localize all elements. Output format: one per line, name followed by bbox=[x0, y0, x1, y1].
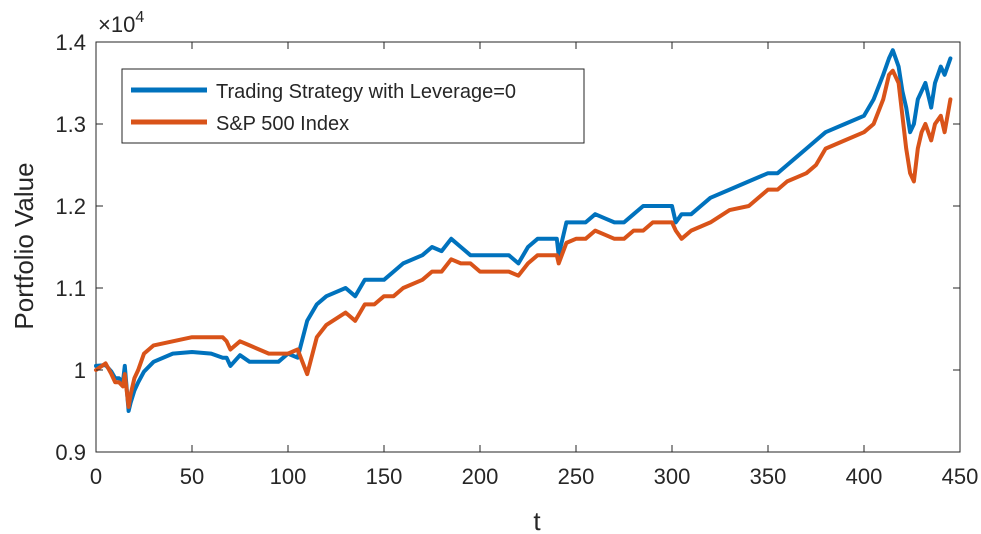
x-tick-label: 100 bbox=[270, 464, 307, 489]
y-axis-label: Portfolio Value bbox=[9, 162, 39, 329]
x-axis-label: t bbox=[533, 506, 541, 534]
x-tick-label: 300 bbox=[654, 464, 691, 489]
y-axis-ticks: 0.9 1 1.1 1.2 1.3 1.4 bbox=[55, 30, 960, 465]
y-tick-label: 1.4 bbox=[55, 30, 86, 55]
series-line-1 bbox=[94, 68, 953, 409]
legend: Trading Strategy with Leverage=0 S&P 500… bbox=[121, 68, 585, 144]
x-tick-label: 400 bbox=[846, 464, 883, 489]
y-tick-label: 1 bbox=[74, 358, 86, 383]
x-tick-label: 50 bbox=[180, 464, 204, 489]
x-axis-ticks: 0 50 100 150 200 250 300 350 400 450 bbox=[90, 42, 978, 489]
x-tick-label: 0 bbox=[90, 464, 102, 489]
series-layer bbox=[94, 48, 953, 413]
x-tick-label: 200 bbox=[462, 464, 499, 489]
x-tick-label: 450 bbox=[942, 464, 979, 489]
legend-label-strategy: Trading Strategy with Leverage=0 bbox=[216, 81, 516, 103]
x-tick-label: 150 bbox=[366, 464, 403, 489]
legend-box bbox=[121, 68, 585, 144]
y-tick-label: 1.1 bbox=[55, 276, 86, 301]
legend-label-sp500: S&P 500 Index bbox=[216, 113, 349, 135]
y-axis-multiplier: ×104 bbox=[98, 9, 144, 37]
series-line-0 bbox=[94, 48, 953, 413]
y-tick-label: 1.3 bbox=[55, 112, 86, 137]
x-tick-label: 250 bbox=[558, 464, 595, 489]
y-tick-label: 1.2 bbox=[55, 194, 86, 219]
y-tick-label: 0.9 bbox=[55, 440, 86, 465]
x-tick-label: 350 bbox=[750, 464, 787, 489]
